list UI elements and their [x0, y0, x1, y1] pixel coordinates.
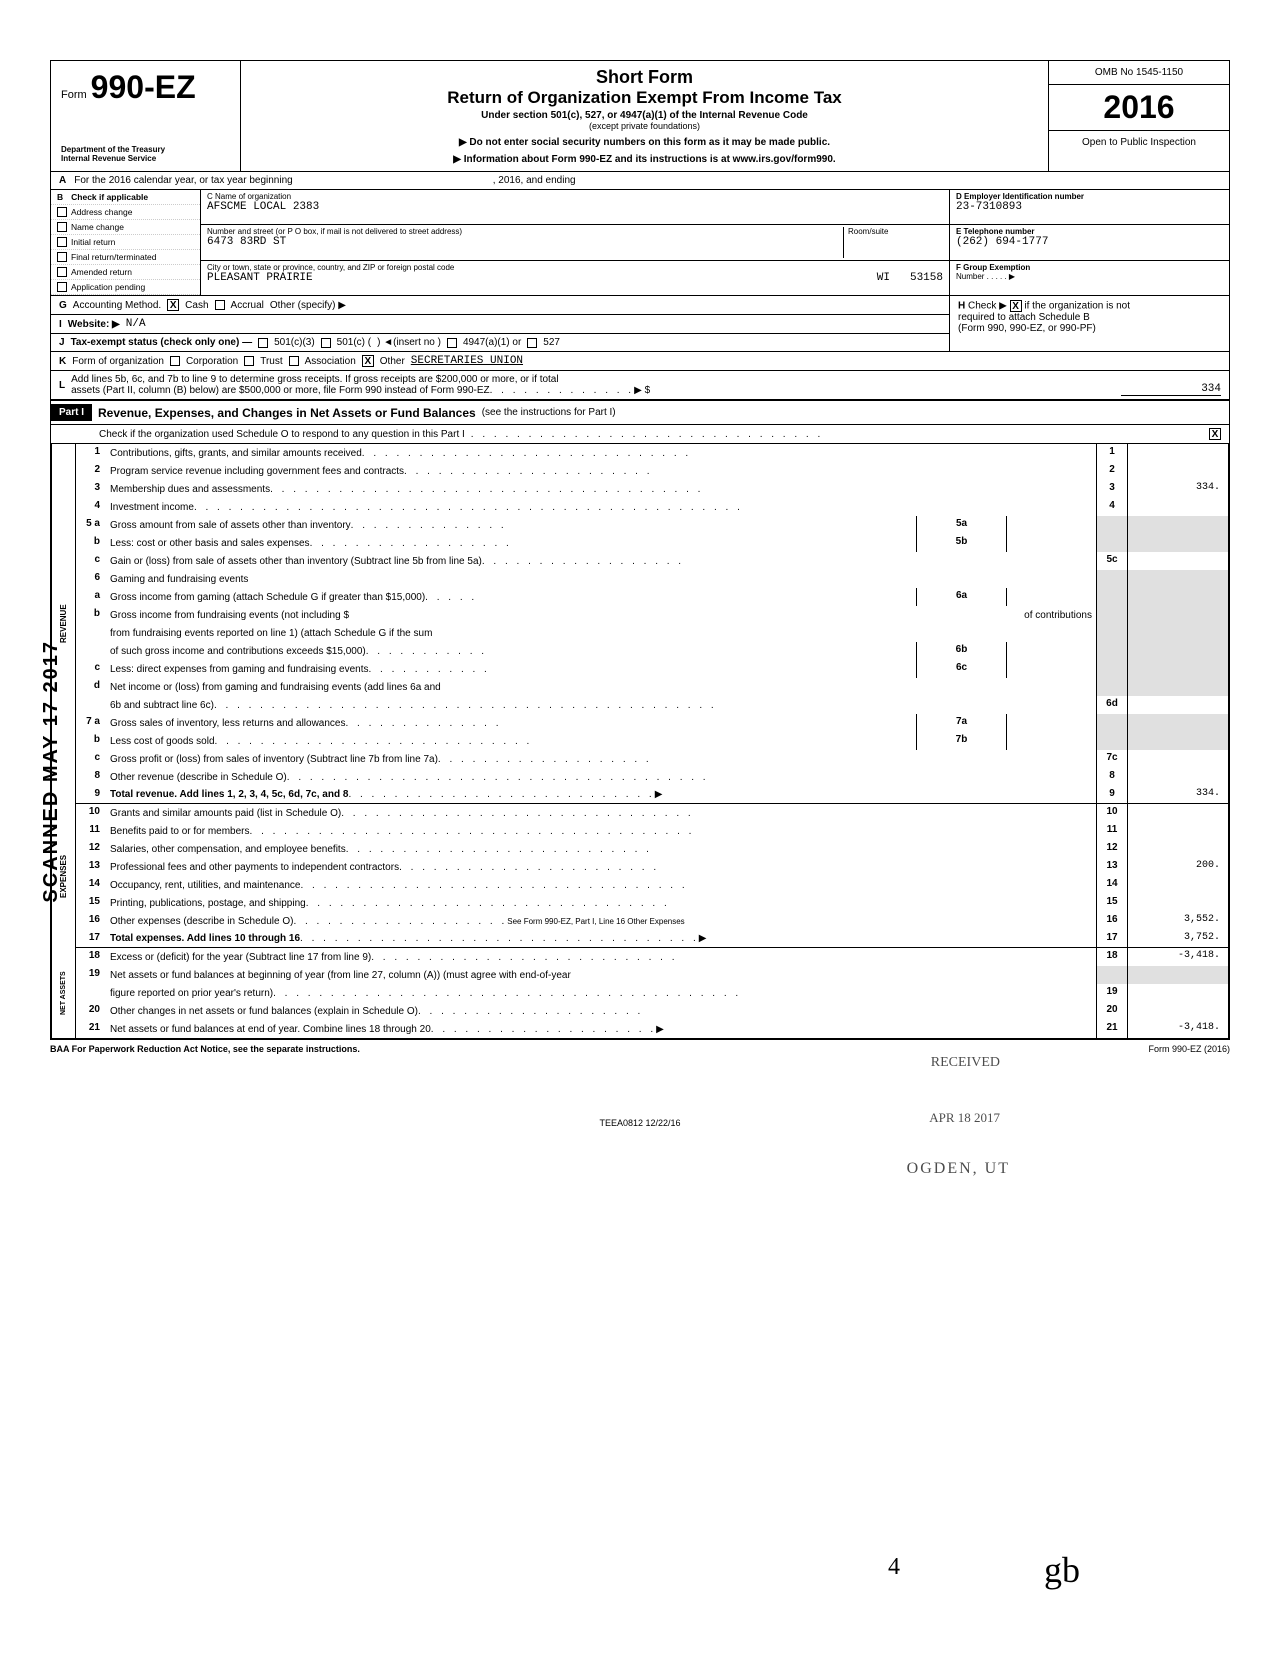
open-public: Open to Public Inspection	[1049, 131, 1229, 154]
netassets-side-label: NET ASSETS	[51, 948, 75, 1038]
part1-check-text: Check if the organization used Schedule …	[99, 429, 465, 440]
j-label: Tax-exempt status (check only one) —	[71, 337, 253, 348]
addr-label: Number and street (or P O box, if mail i…	[207, 227, 843, 236]
checkbox-527[interactable]	[527, 338, 537, 348]
info-url: ▶ Information about Form 990-EZ and its …	[251, 154, 1038, 165]
org-name: AFSCME LOCAL 2383	[207, 201, 943, 213]
city-label: City or town, state or province, country…	[207, 263, 943, 272]
org-type: SECRETARIES UNION	[411, 355, 523, 367]
handwritten-pagenum: 4	[888, 1554, 900, 1581]
form-id-box: Form 990-EZ Department of the Treasury I…	[51, 61, 241, 171]
teea-code: TEEA0812 12/22/16	[50, 1118, 1230, 1128]
form-header: Form 990-EZ Department of the Treasury I…	[50, 60, 1230, 172]
line3-amount: 334.	[1128, 480, 1228, 498]
scanned-stamp: SCANNED MAY 17 2017	[40, 640, 63, 903]
ssn-warning: ▶ Do not enter social security numbers o…	[251, 137, 1038, 148]
line18-amount: -3,418.	[1128, 948, 1228, 966]
part1-instr: (see the instructions for Part I)	[482, 407, 616, 418]
l-text2: assets (Part II, column (B) below) are $…	[71, 385, 490, 396]
form-version: Form 990-EZ (2016)	[1148, 1044, 1230, 1054]
l-text1: Add lines 5b, 6c, and 7b to line 9 to de…	[71, 374, 1115, 385]
checkbox-4947[interactable]	[447, 338, 457, 348]
k-label: Form of organization	[72, 356, 164, 367]
checkbox-other-org[interactable]: X	[362, 355, 374, 367]
line16-amount: 3,552.	[1128, 912, 1228, 930]
f-label: F Group Exemption	[956, 263, 1223, 272]
row-a-mid: , 2016, and ending	[493, 175, 576, 186]
subtitle-code: Under section 501(c), 527, or 4947(a)(1)…	[251, 110, 1038, 121]
footer: BAA For Paperwork Reduction Act Notice, …	[50, 1040, 1230, 1058]
checkbox-501c[interactable]	[321, 338, 331, 348]
checkbox-schedule-o[interactable]: X	[1209, 428, 1221, 440]
b-right: D Employer Identification number 23-7310…	[949, 190, 1229, 295]
checkbox-trust[interactable]	[244, 356, 254, 366]
line17-amount: 3,752.	[1128, 930, 1228, 947]
apr-stamp: APR 18 2017	[929, 1110, 1000, 1126]
checkbox-final[interactable]	[57, 252, 67, 262]
subtitle-except: (except private foundations)	[251, 121, 1038, 131]
handwritten-initials: gb	[1044, 1549, 1080, 1591]
phone: (262) 694-1777	[956, 236, 1223, 248]
checkbox-assoc[interactable]	[289, 356, 299, 366]
checkbox-accrual[interactable]	[215, 300, 225, 310]
part1-label: Part I	[51, 404, 92, 421]
main-title: Return of Organization Exempt From Incom…	[251, 88, 1038, 108]
checkbox-pending[interactable]	[57, 282, 67, 292]
title-box: Short Form Return of Organization Exempt…	[241, 61, 1049, 171]
short-form-label: Short Form	[251, 67, 1038, 88]
b-checkboxes: BCheck if applicable Address change Name…	[51, 190, 201, 295]
city: PLEASANT PRAIRIE	[207, 272, 313, 284]
c-label: C Name of organization	[207, 192, 943, 201]
g-label: Accounting Method.	[73, 300, 161, 311]
l-value: 334	[1121, 383, 1221, 396]
checkbox-addr[interactable]	[57, 207, 67, 217]
ein: 23-7310893	[956, 201, 1223, 213]
checkbox-501c3[interactable]	[258, 338, 268, 348]
checkbox-amended[interactable]	[57, 267, 67, 277]
b-middle: C Name of organization AFSCME LOCAL 2383…	[201, 190, 949, 295]
line9-amount: 334.	[1128, 786, 1228, 803]
checkbox-cash[interactable]: X	[167, 299, 179, 311]
part1-title: Revenue, Expenses, and Changes in Net As…	[98, 406, 476, 420]
street-addr: 6473 83RD ST	[207, 236, 843, 248]
dept-irs: Internal Revenue Service	[61, 154, 230, 163]
baa-notice: BAA For Paperwork Reduction Act Notice, …	[50, 1044, 360, 1054]
e-label: E Telephone number	[956, 227, 1223, 236]
dept-treasury: Department of the Treasury	[61, 145, 230, 154]
zip: 53158	[910, 272, 943, 284]
line13-amount: 200.	[1128, 858, 1228, 876]
ogden-stamp: OGDEN, UT	[907, 1160, 1010, 1178]
checkbox-corp[interactable]	[170, 356, 180, 366]
f-label2: Number . . . . . ▶	[956, 272, 1223, 281]
row-a: A For the 2016 calendar year, or tax yea…	[50, 172, 1230, 190]
section-b: BCheck if applicable Address change Name…	[50, 190, 1230, 296]
received-stamp: RECEIVED	[931, 1055, 1000, 1071]
room-label: Room/suite	[848, 227, 943, 236]
omb-number: OMB No 1545-1150	[1049, 61, 1229, 85]
tax-year: 2016	[1049, 85, 1229, 131]
form-number: 990-EZ	[91, 69, 196, 106]
website: N/A	[126, 318, 146, 330]
form-word: Form	[61, 89, 87, 101]
d-label: D Employer Identification number	[956, 192, 1223, 201]
checkbox-name[interactable]	[57, 222, 67, 232]
checkbox-h[interactable]: X	[1010, 300, 1022, 312]
checkbox-initial[interactable]	[57, 237, 67, 247]
row-a-text: For the 2016 calendar year, or tax year …	[74, 175, 292, 186]
line21-amount: -3,418.	[1128, 1020, 1228, 1038]
i-label: Website: ▶	[68, 319, 120, 330]
right-header-box: OMB No 1545-1150 2016 Open to Public Ins…	[1049, 61, 1229, 171]
state: WI	[877, 272, 890, 284]
